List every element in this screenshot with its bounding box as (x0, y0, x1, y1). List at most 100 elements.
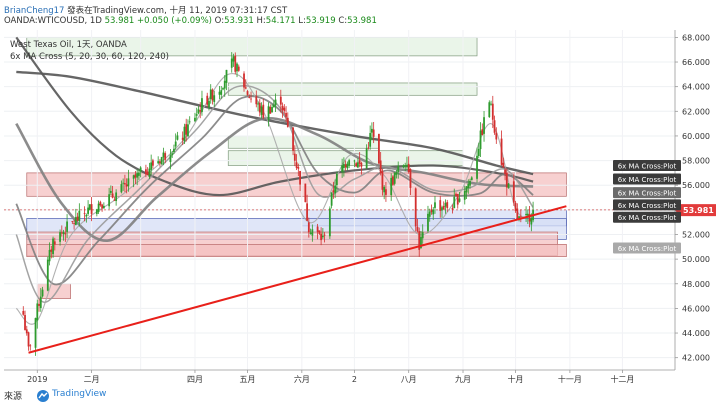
x-tick-label: 五月 (240, 375, 256, 384)
zone-green-1 (227, 82, 478, 96)
candle (416, 218, 419, 233)
y-tick-label: 48.000 (682, 280, 710, 289)
candle-body (469, 180, 471, 186)
candle (421, 224, 424, 244)
candle-body (491, 103, 494, 120)
candle-body (237, 66, 240, 71)
candle (500, 130, 503, 166)
support-trendline (28, 205, 567, 354)
candle-body (29, 345, 32, 347)
candle (102, 202, 105, 209)
y-tick-label: 60.000 (682, 132, 710, 141)
current-price: 53.981 (104, 16, 135, 26)
chart-footer: 來源 TradingView (0, 385, 720, 405)
candle-body (514, 202, 517, 211)
candle (59, 229, 61, 246)
symbol-info: OANDA:WTICOUSD, 1D (4, 16, 105, 26)
candle-body (383, 186, 386, 193)
legend-title: West Texas Oil, 1天, OANDA (10, 40, 127, 50)
candle (34, 317, 37, 356)
candle (502, 157, 505, 168)
zone-red-4 (26, 172, 567, 197)
price-chart[interactable]: West Texas Oil, 1天, OANDA 6x MA Cross (5… (0, 0, 720, 385)
candle (365, 144, 368, 169)
candle-body (160, 157, 163, 165)
candle-body (493, 120, 496, 133)
candle-body (173, 148, 175, 152)
candle (187, 119, 189, 138)
candle (428, 208, 431, 222)
ma-cross-label-text: 6x MA Cross:Plot (618, 190, 677, 198)
candle (369, 125, 372, 150)
candle (516, 203, 519, 220)
candle-body (528, 213, 531, 222)
candle (66, 214, 68, 239)
candle-body (34, 318, 37, 348)
candle-body (222, 88, 224, 90)
candle-body (209, 89, 212, 100)
candle (176, 131, 179, 141)
candle-body (248, 97, 251, 99)
trendline-layer (28, 205, 567, 354)
y-tick-label: 50.000 (682, 255, 710, 264)
candle-body (477, 148, 480, 157)
candle-body (102, 205, 105, 209)
candle-body (36, 303, 39, 321)
zone-layer (26, 37, 567, 299)
candle (293, 145, 296, 167)
candle (477, 142, 480, 159)
candle (434, 195, 436, 214)
candle-body (465, 186, 468, 193)
chart-header: BrianCheng17 發表在TradingView.com, 十月 11, … (0, 0, 720, 28)
candle (148, 162, 151, 179)
candle-body (371, 128, 373, 133)
candle (304, 183, 307, 203)
candle (250, 91, 252, 103)
ma-cross-label-text: 6x MA Cross:Plot (618, 176, 677, 184)
candle-body (446, 202, 449, 208)
candle-body (495, 132, 498, 140)
candle (115, 189, 118, 206)
candle-body (148, 168, 151, 177)
last-price-tag: 53.981 (675, 204, 716, 217)
x-tick-label: 十月 (508, 374, 524, 384)
candle (491, 95, 494, 129)
candle (279, 89, 282, 113)
candle-body (479, 130, 482, 150)
candle-body (353, 160, 356, 162)
candle-body (171, 153, 174, 155)
candle (372, 121, 375, 144)
candle-body (195, 114, 198, 116)
candle (379, 152, 382, 176)
candle-body (297, 167, 300, 169)
ohlc-close-label: C: (338, 16, 348, 26)
candle-body (430, 209, 433, 213)
candle-body (332, 190, 335, 193)
ma-cross-label-text: 6x MA Cross:Plot (618, 202, 677, 210)
candle-body (456, 194, 459, 205)
candle-body (95, 209, 98, 214)
author-link[interactable]: BrianCheng17 (4, 6, 65, 16)
candle (139, 166, 142, 178)
candle (208, 97, 210, 111)
candle-body (199, 110, 202, 112)
candle-body (27, 332, 30, 347)
tradingview-logo-icon[interactable] (36, 388, 50, 407)
ma-cross-label-text: 6x MA Cross:Plot (618, 245, 677, 253)
candle (318, 230, 321, 235)
candle (451, 204, 454, 214)
candle-body (22, 310, 25, 315)
candle (25, 325, 28, 336)
tradingview-brand[interactable]: TradingView (52, 389, 107, 399)
candle-body (392, 176, 394, 185)
candle (488, 100, 491, 118)
candle (414, 187, 417, 232)
candle (237, 64, 240, 72)
candle (152, 158, 154, 169)
candle (358, 152, 361, 168)
candle (330, 192, 333, 209)
candle-body (101, 204, 104, 209)
candle-body (38, 303, 40, 306)
candle-body (115, 192, 118, 202)
candle (395, 169, 398, 179)
